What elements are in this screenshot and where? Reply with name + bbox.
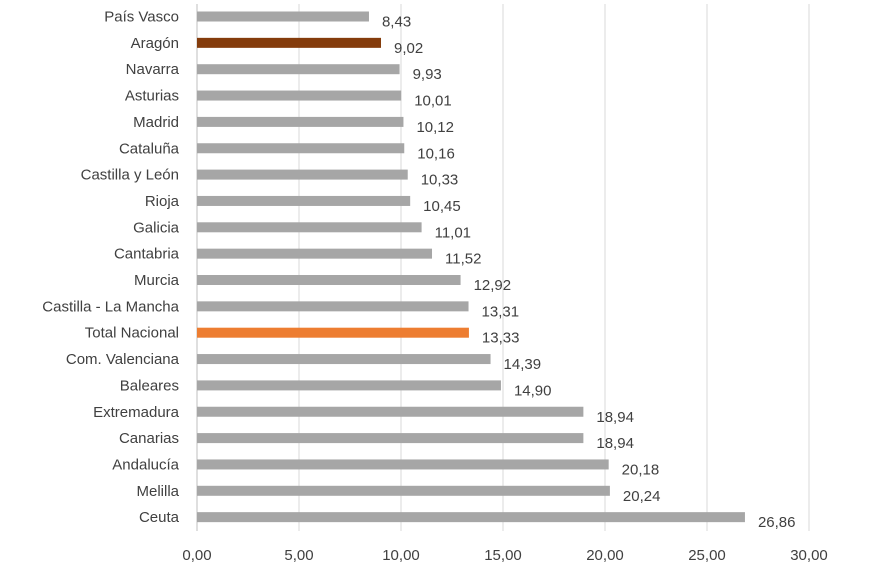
bar bbox=[197, 327, 469, 338]
value-label: 10,33 bbox=[421, 172, 459, 189]
bar bbox=[197, 380, 501, 391]
bar bbox=[197, 485, 610, 496]
category-label: Melilla bbox=[136, 483, 179, 500]
value-label: 9,93 bbox=[413, 66, 442, 83]
bar bbox=[197, 354, 491, 365]
category-label: Navarra bbox=[126, 61, 180, 78]
value-label: 10,16 bbox=[417, 145, 455, 162]
bar bbox=[197, 222, 422, 233]
category-label: Madrid bbox=[133, 114, 179, 131]
category-label: Cantabria bbox=[114, 246, 180, 263]
bar bbox=[197, 512, 745, 523]
bar bbox=[197, 248, 433, 259]
category-label: Castilla - La Mancha bbox=[42, 298, 179, 315]
bar bbox=[197, 275, 461, 285]
value-label: 20,18 bbox=[622, 461, 660, 478]
bar bbox=[197, 406, 584, 417]
value-label: 11,52 bbox=[445, 251, 481, 268]
value-label: 8,43 bbox=[382, 14, 411, 31]
x-tick-label: 5,00 bbox=[284, 547, 313, 564]
value-label: 18,94 bbox=[596, 435, 634, 452]
category-label: Asturias bbox=[125, 88, 179, 105]
category-label: Baleares bbox=[120, 377, 179, 394]
bar bbox=[197, 90, 402, 101]
bar bbox=[197, 143, 405, 154]
x-tick-label: 10,00 bbox=[382, 547, 420, 564]
category-label: Aragón bbox=[131, 35, 179, 52]
bar bbox=[197, 116, 404, 127]
bar bbox=[197, 301, 469, 312]
labels-layer: País Vasco 8,43 Aragón 9,02 Navarra 9,93 Astur… bbox=[42, 9, 795, 532]
category-label: Ceuta bbox=[139, 509, 180, 526]
category-label: País Vasco bbox=[104, 9, 179, 26]
value-label: 10,01 bbox=[414, 93, 452, 110]
category-label: Andalucía bbox=[112, 456, 179, 473]
category-label: Galicia bbox=[133, 219, 180, 236]
bars-layer bbox=[197, 11, 745, 523]
category-label: Canarias bbox=[119, 430, 179, 447]
value-label: 10,12 bbox=[416, 119, 454, 136]
x-tick-label: 0,00 bbox=[182, 547, 211, 564]
category-label: Cataluña bbox=[119, 140, 180, 157]
bar bbox=[197, 433, 584, 444]
x-axis-ticks: 0,00 5,00 10,00 15,00 20,00 25,00 30,00 bbox=[182, 547, 827, 564]
category-label: Total Nacional bbox=[85, 325, 179, 342]
bar bbox=[197, 64, 400, 75]
category-label: Murcia bbox=[134, 272, 180, 289]
value-label: 12,92 bbox=[474, 277, 512, 294]
x-tick-label: 15,00 bbox=[484, 547, 522, 564]
bar bbox=[197, 37, 382, 48]
value-label: 13,33 bbox=[482, 330, 520, 347]
bar bbox=[197, 11, 369, 22]
value-label: 11,01 bbox=[435, 224, 471, 241]
bar bbox=[197, 195, 411, 206]
category-label: Rioja bbox=[145, 193, 180, 210]
x-tick-label: 20,00 bbox=[586, 547, 624, 564]
category-label: Com. Valenciana bbox=[66, 351, 180, 368]
value-label: 14,39 bbox=[504, 356, 542, 373]
bar bbox=[197, 459, 609, 470]
value-label: 18,94 bbox=[596, 409, 634, 426]
value-label: 26,86 bbox=[758, 514, 796, 531]
grid-layer bbox=[196, 4, 810, 531]
category-label: Extremadura bbox=[93, 404, 180, 421]
x-tick-label: 30,00 bbox=[790, 547, 828, 564]
value-label: 13,31 bbox=[482, 303, 520, 320]
category-label: Castilla y León bbox=[81, 167, 179, 184]
x-tick-label: 25,00 bbox=[688, 547, 726, 564]
value-label: 20,24 bbox=[623, 488, 661, 505]
value-label: 10,45 bbox=[423, 198, 461, 215]
bar bbox=[197, 169, 408, 180]
value-label: 14,90 bbox=[514, 382, 552, 399]
value-label: 9,02 bbox=[394, 40, 423, 57]
